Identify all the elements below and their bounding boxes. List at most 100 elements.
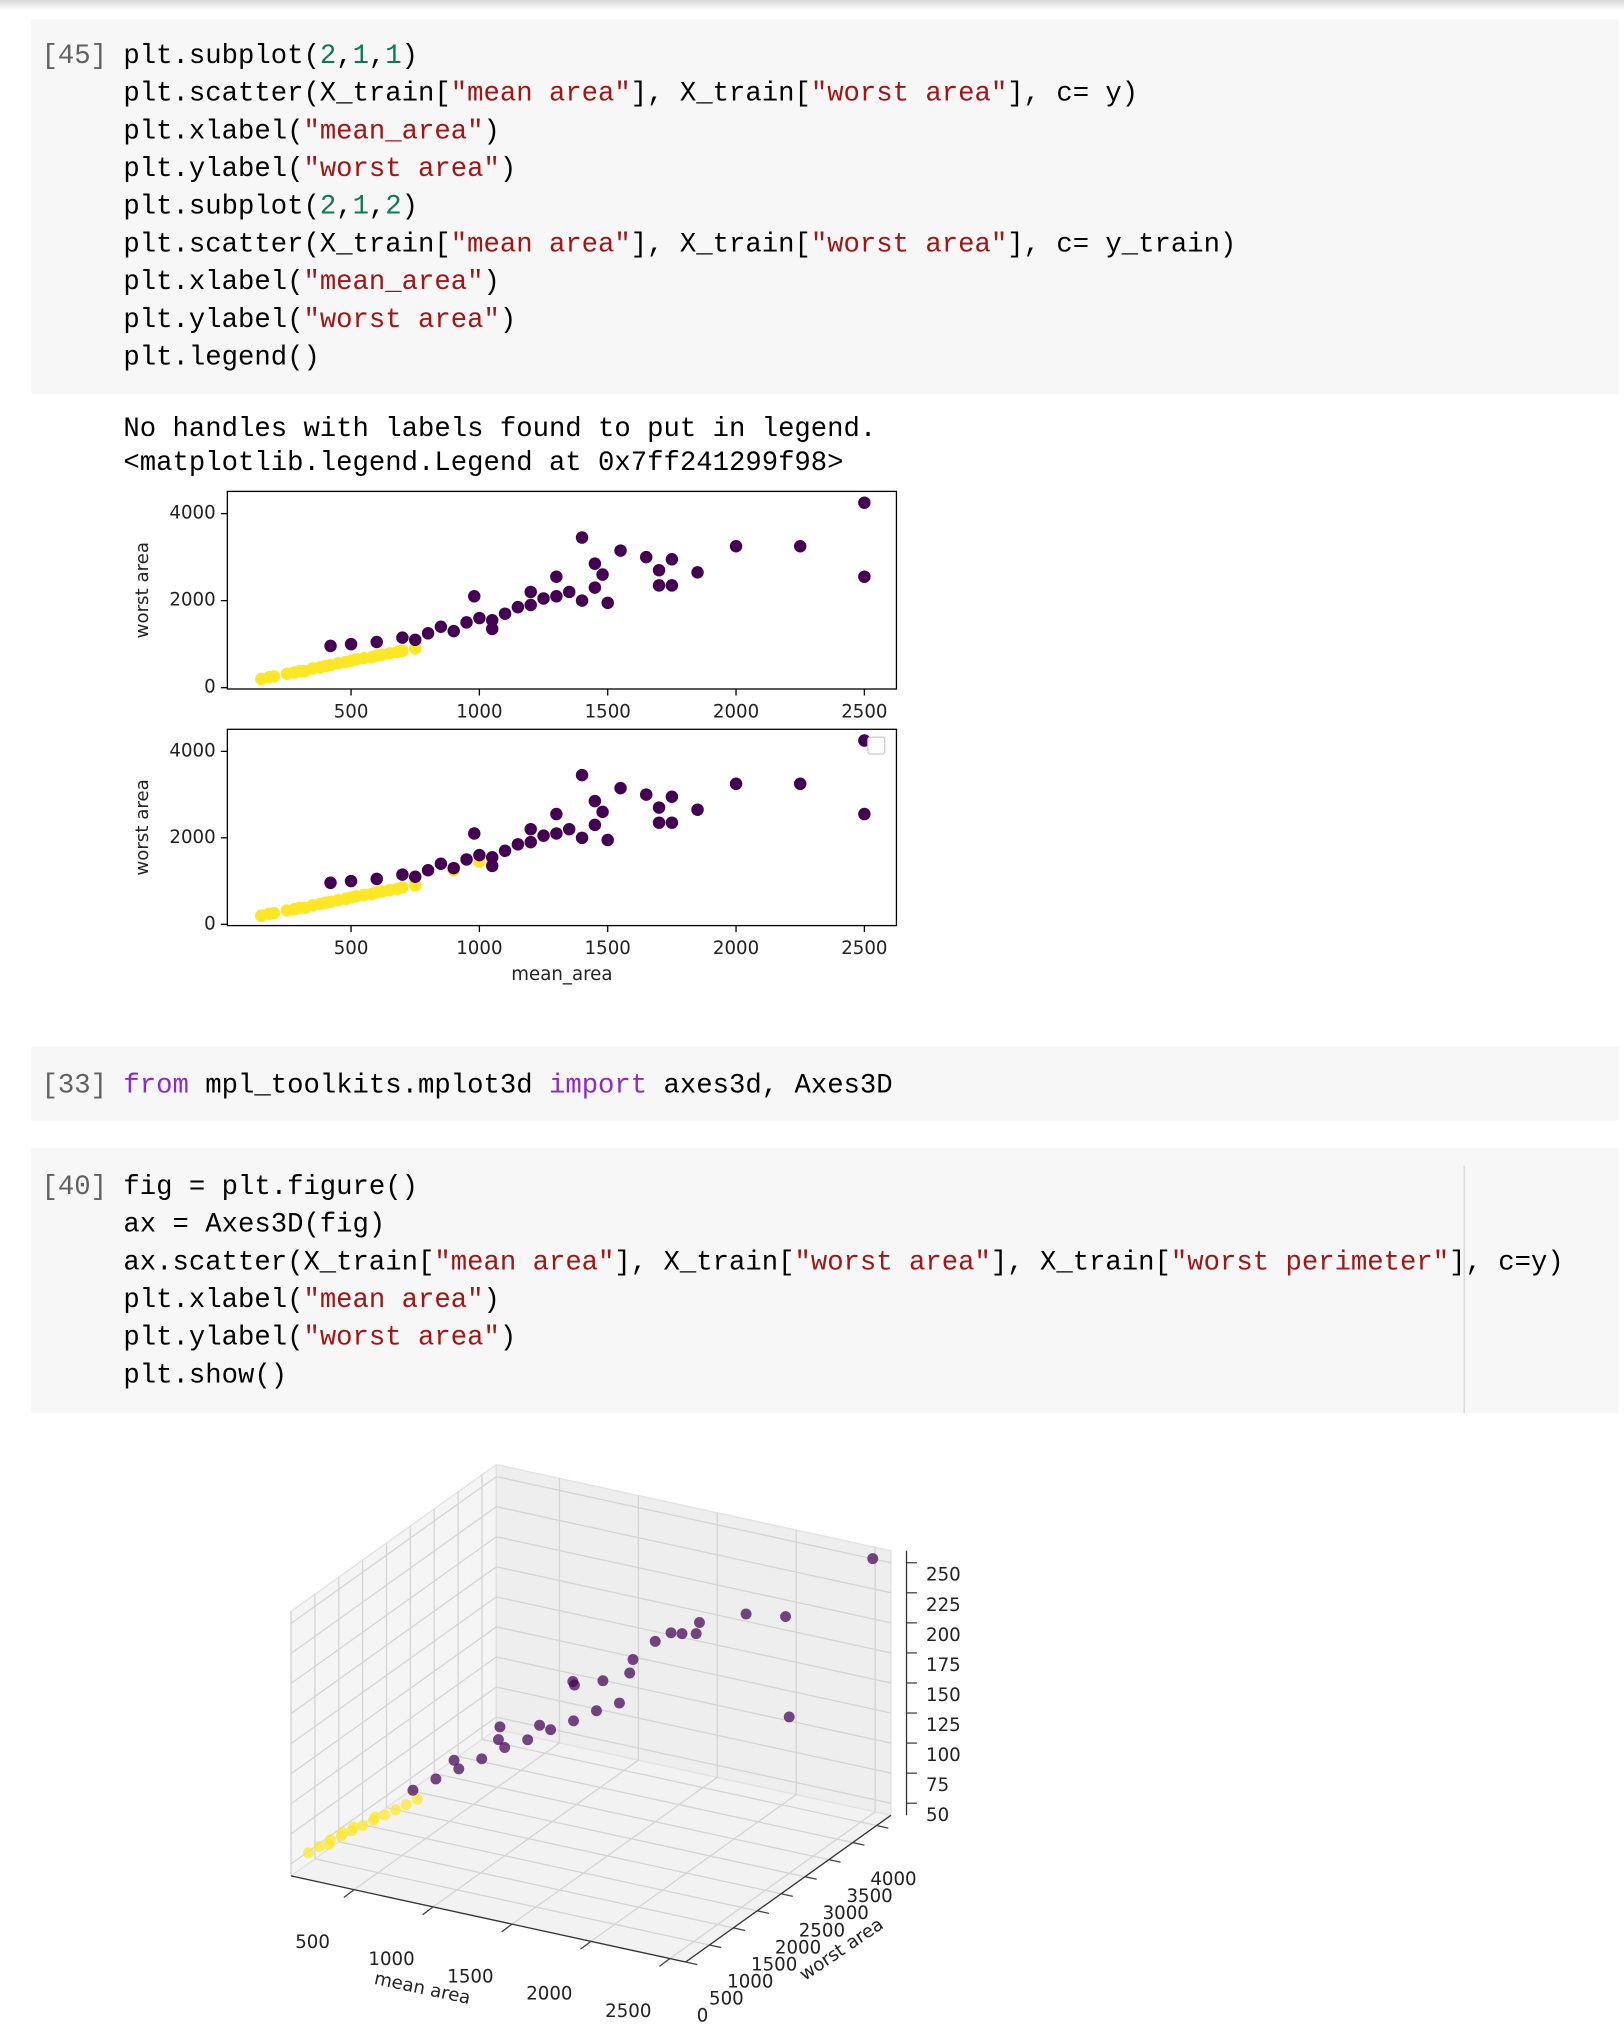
scatter-point (369, 1811, 381, 1823)
scatter-point (511, 600, 525, 614)
x-tick (343, 1889, 355, 1898)
scatter-point (588, 794, 602, 808)
y-tick (852, 1841, 865, 1846)
code-line: plt.scatter(X_train["mean area"], X_trai… (123, 79, 1138, 110)
x-tick-label: 500 (334, 701, 369, 722)
scatter-point (493, 1734, 504, 1746)
scatter-point (601, 833, 614, 847)
code-line: plt.xlabel("mean_area") (123, 267, 499, 298)
y-tick-label: 0 (697, 2006, 709, 2027)
scatter-point (267, 906, 281, 920)
x-tick (659, 1958, 671, 1967)
grid-line (496, 1626, 892, 1714)
code-token: plt.ylabel( (123, 154, 303, 185)
y-axis-label: worst area (132, 779, 153, 875)
grid-line (590, 1794, 797, 1942)
scatter-point (550, 827, 563, 840)
code-token: ], X_train[ (631, 79, 811, 110)
scatter-point (344, 637, 358, 651)
grid-line (432, 1759, 639, 1908)
grid-line (353, 1742, 560, 1891)
x-tick-label: 1000 (456, 701, 502, 722)
code-line: plt.legend() (123, 343, 319, 374)
scatter-point (324, 876, 337, 890)
scatter-point (400, 1799, 412, 1811)
code-token: ], c= y_train) (1007, 230, 1236, 261)
scatter-point (447, 624, 460, 638)
scatter-point (601, 596, 614, 610)
scatter-chart: 0 2000 4000 500 1000 1500 2000 2500 worst area (132, 490, 898, 722)
code-token: ax.scatter(X_train[ (123, 1247, 434, 1278)
scatter-point (473, 848, 486, 862)
output-text: No handles with labels found to put in l… (123, 414, 876, 445)
cell-prompt: [33] (42, 1071, 107, 1102)
scatter-point (453, 1763, 465, 1775)
y-tick-label: 4000 (169, 503, 215, 524)
scatter-point (434, 857, 448, 871)
scatter-point (494, 1721, 506, 1733)
grid-line (290, 1626, 497, 1775)
y-tick-label: 3000 (823, 1903, 869, 1924)
scatter-point (596, 805, 609, 819)
scatter-point (468, 590, 481, 603)
scatter-point (575, 831, 589, 845)
scatter-point (545, 1724, 557, 1736)
y-tick-label: 0 (204, 913, 216, 934)
scatter-point (534, 1719, 546, 1731)
code-token: ) (500, 1323, 516, 1354)
y-tick-label: 3500 (846, 1886, 892, 1907)
code-line: ax = Axes3D(fig) (123, 1210, 385, 1241)
scatter-point (485, 622, 499, 636)
code-token: plt.subplot( (123, 192, 319, 223)
code-token: import (549, 1071, 647, 1102)
scatter-point (396, 644, 409, 657)
scatter-chart: 0 2000 4000 500 1000 1500 2000 2500 worst area me… (132, 728, 898, 985)
code-token: from (123, 1071, 188, 1102)
grid-line (496, 1596, 892, 1684)
code-token: plt.xlabel( (123, 1285, 303, 1316)
z-tick-label: 150 (926, 1685, 961, 1706)
scatter-point (537, 592, 550, 605)
scatter-point (370, 635, 383, 649)
scatter-point (562, 822, 576, 836)
z-tick-label: 250 (926, 1565, 961, 1586)
code-token: ], X_train[ (991, 1247, 1171, 1278)
x-tick-label: 2500 (605, 2001, 651, 2022)
code-line: plt.scatter(X_train["mean area"], X_trai… (123, 230, 1236, 261)
code-token: "worst area" (303, 154, 499, 185)
scatter-point (793, 777, 807, 791)
code-line: fig = plt.figure() (123, 1172, 418, 1203)
grid-line (290, 1476, 497, 1624)
grid-line (496, 1536, 892, 1624)
x-tick-label: 1000 (456, 938, 502, 959)
code-token: "mean area" (451, 79, 631, 110)
grid-line (496, 1686, 892, 1774)
scatter-point (783, 1711, 795, 1723)
z-tick-label: 200 (926, 1625, 961, 1646)
x-tick-label: 1000 (368, 1949, 414, 1970)
scatter-point (691, 803, 704, 816)
code-token: plt.ylabel( (123, 305, 303, 336)
code-token: 1 (385, 41, 401, 72)
scatter-point (408, 879, 422, 892)
grid-line (481, 1738, 877, 1827)
scatter-point (498, 607, 512, 620)
grid-line (410, 1789, 806, 1878)
y-tick (757, 1910, 770, 1915)
scatter-point (568, 1715, 579, 1727)
code-token: , (369, 192, 385, 223)
code-token: mpl_toolkits.mplot3d (189, 1071, 549, 1102)
code-token: , (336, 41, 352, 72)
scatter-point (447, 861, 460, 875)
scatter-point (408, 642, 422, 655)
scatter-point (498, 844, 512, 858)
scatter-point (690, 1628, 702, 1640)
code-line: plt.show() (123, 1361, 287, 1392)
scatter-point (694, 1617, 705, 1628)
scatter-point (550, 590, 563, 603)
scatter-point (740, 1608, 752, 1620)
code-token: ) (484, 116, 500, 147)
x-axis-label: mean_area (511, 964, 612, 985)
grid-line (511, 1776, 718, 1925)
grid-line (290, 1686, 497, 1835)
